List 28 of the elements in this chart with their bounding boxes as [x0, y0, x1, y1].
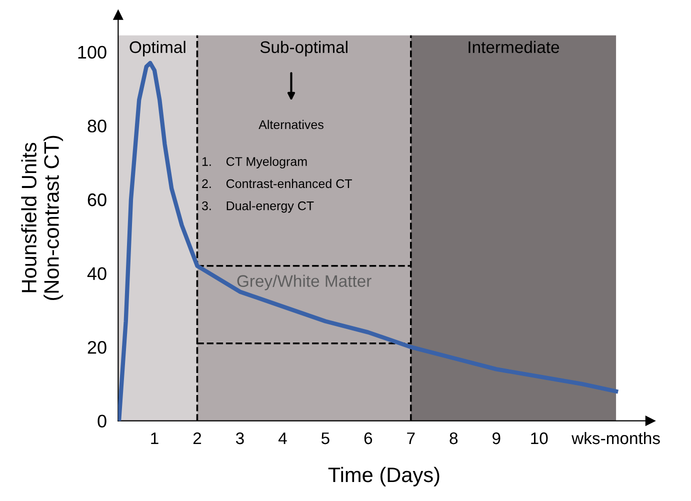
x-tick-label: 6 — [364, 432, 372, 444]
x-axis-title: Time (Days) — [328, 466, 440, 486]
y-tick-label: 80 — [88, 120, 106, 132]
band-label: Intermediate — [468, 40, 560, 54]
x-tick-label: 1 — [151, 432, 158, 444]
y-tick-label: 60 — [88, 193, 106, 206]
x-tick-label: 7 — [407, 432, 415, 444]
x-tick-label: 10 — [531, 432, 548, 444]
y-tick-label: 40 — [87, 267, 106, 280]
x-tick-label: 2 — [193, 432, 202, 444]
x-tick-label: 5 — [321, 432, 330, 444]
annotation: 2. Contrast-enhanced CT — [202, 178, 352, 188]
x-tick-label: 9 — [492, 432, 500, 444]
y-tick-label: 0 — [98, 414, 106, 428]
x-tick-label: 3 — [236, 432, 244, 444]
x-tick-label: 8 — [450, 432, 458, 444]
band-label: Optimal — [130, 40, 186, 56]
x-tick-label: wks-months — [572, 432, 660, 444]
annotation: Alternatives — [258, 120, 324, 130]
y-tick-label: 100 — [78, 46, 106, 59]
y-axis-title: Hounsfield Units (Non-contrast CT) — [21, 136, 64, 300]
x-tick-label: 4 — [278, 432, 287, 444]
y-tick-label: 20 — [88, 340, 106, 354]
annotation: 3. Dual-energy CT — [202, 201, 314, 213]
annotation: 1. CT Myelogram — [202, 156, 307, 168]
annotation: Grey/White Matter — [237, 274, 372, 290]
line-series — [118, 60, 618, 421]
band-label: Sub-optimal — [260, 40, 348, 56]
